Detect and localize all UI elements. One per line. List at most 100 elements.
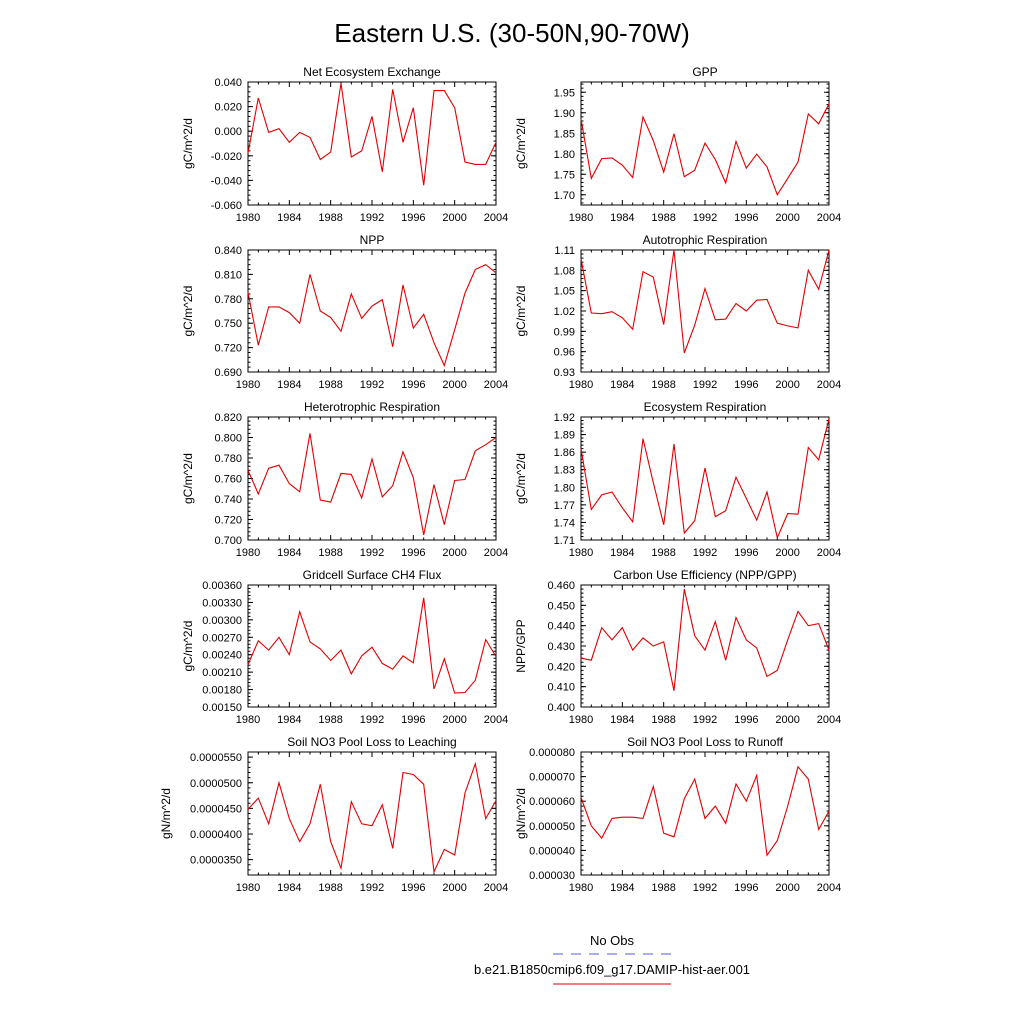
- x-tick-label: 1996: [734, 714, 758, 726]
- y-tick-label: 1.71: [554, 535, 575, 547]
- y-tick-label: 0.00330: [202, 597, 242, 609]
- x-tick-label: 2004: [484, 379, 508, 391]
- panel-soil-no3-pool-loss-to-runoff: Soil NO3 Pool Loss to Runoff 1980 1984 1988…: [514, 735, 841, 894]
- y-tick-label: 0.720: [214, 343, 242, 355]
- x-tick-label: 1992: [693, 379, 717, 391]
- y-axis-label: gN/m^2/d: [514, 788, 528, 839]
- y-tick-label: 0.740: [214, 494, 242, 506]
- x-tick-label: 2004: [817, 882, 841, 894]
- x-tick-label: 1996: [401, 714, 425, 726]
- y-tick-label: 1.75: [554, 169, 575, 181]
- y-axis-label: NPP/GPP: [514, 619, 528, 672]
- y-tick-label: 1.89: [554, 430, 575, 442]
- x-tick-label: 1988: [651, 212, 675, 224]
- series-line: [580, 418, 830, 540]
- y-tick-label: 0.93: [554, 367, 575, 379]
- x-tick-label: 1996: [401, 547, 425, 559]
- x-tick-label: 2000: [775, 547, 799, 559]
- y-tick-label: -0.020: [211, 151, 242, 163]
- y-axis-label: gC/m^2/d: [181, 621, 195, 672]
- x-tick-label: 1980: [236, 882, 260, 894]
- panel-title: Net Ecosystem Exchange: [303, 65, 441, 79]
- x-tick-label: 1980: [569, 714, 593, 726]
- x-tick-label: 1984: [610, 882, 634, 894]
- panel-title: NPP: [360, 233, 385, 247]
- series-line: [247, 83, 497, 186]
- x-tick-label: 1980: [236, 714, 260, 726]
- series-line: [247, 761, 497, 874]
- x-tick-label: 1988: [651, 547, 675, 559]
- series-line: [580, 588, 830, 691]
- panel-net-ecosystem-exchange: Net Ecosystem Exchange 1980 1984 1988 1992 19…: [181, 65, 508, 224]
- x-tick-label: 1980: [236, 379, 260, 391]
- series-line: [580, 765, 830, 857]
- y-tick-label: 0.410: [547, 682, 575, 694]
- series-line: [247, 597, 497, 694]
- x-tick-label: 2004: [817, 547, 841, 559]
- y-tick-label: 0.690: [214, 367, 242, 379]
- x-tick-label: 1980: [569, 547, 593, 559]
- x-tick-label: 1992: [693, 547, 717, 559]
- y-tick-label: 0.020: [214, 102, 242, 114]
- x-tick-label: 2000: [442, 547, 466, 559]
- y-axis-label: gC/m^2/d: [514, 118, 528, 169]
- panel-title: Soil NO3 Pool Loss to Runoff: [627, 735, 784, 749]
- x-tick-label: 1992: [693, 882, 717, 894]
- y-tick-label: 0.0000500: [190, 778, 242, 790]
- y-tick-label: 0.000: [214, 126, 242, 138]
- y-tick-label: 0.780: [214, 294, 242, 306]
- y-tick-label: 1.92: [554, 412, 575, 424]
- y-tick-label: 0.430: [547, 641, 575, 653]
- y-tick-label: 0.800: [214, 433, 242, 445]
- y-tick-label: 0.000040: [529, 845, 575, 857]
- y-tick-label: 0.00270: [202, 632, 242, 644]
- y-tick-label: 1.02: [554, 306, 575, 318]
- y-tick-label: 0.700: [214, 535, 242, 547]
- x-tick-label: 2000: [775, 882, 799, 894]
- panel-title: Carbon Use Efficiency (NPP/GPP): [613, 568, 796, 582]
- x-tick-label: 1984: [610, 212, 634, 224]
- x-tick-label: 2004: [817, 714, 841, 726]
- x-tick-label: 1984: [610, 379, 634, 391]
- x-tick-label: 2000: [775, 714, 799, 726]
- y-tick-label: 0.00150: [202, 702, 242, 714]
- y-axis-label: gC/m^2/d: [514, 286, 528, 337]
- plot-frame: [580, 416, 830, 541]
- x-tick-label: 1992: [360, 882, 384, 894]
- x-tick-label: 1980: [569, 379, 593, 391]
- y-tick-label: 0.000050: [529, 821, 575, 833]
- y-axis-label: gC/m^2/d: [181, 286, 195, 337]
- y-tick-label: 1.08: [554, 265, 575, 277]
- y-tick-label: 1.85: [554, 128, 575, 140]
- x-tick-label: 1988: [651, 882, 675, 894]
- figure-title: Eastern U.S. (30-50N,90-70W): [334, 18, 689, 48]
- panel-soil-no3-pool-loss-to-leaching: Soil NO3 Pool Loss to Leaching 1980 1984 19…: [159, 735, 508, 894]
- y-tick-label: 0.750: [214, 318, 242, 330]
- x-tick-label: 1980: [569, 882, 593, 894]
- x-tick-label: 1984: [277, 714, 301, 726]
- panel-ecosystem-respiration: Ecosystem Respiration 1980 1984 1988 1992 199…: [514, 400, 841, 559]
- x-tick-label: 2004: [484, 212, 508, 224]
- y-tick-label: 0.99: [554, 326, 575, 338]
- y-tick-label: 0.0000550: [190, 752, 242, 764]
- x-tick-label: 1996: [401, 882, 425, 894]
- x-tick-label: 2000: [442, 714, 466, 726]
- y-axis-label: gC/m^2/d: [514, 453, 528, 504]
- panel-title: Autotrophic Respiration: [643, 233, 768, 247]
- x-tick-label: 1984: [610, 714, 634, 726]
- panel-gpp: GPP 1980 1984 1988 1992 1996 2000 2004 1.95 1.90 1…: [514, 65, 841, 224]
- y-tick-label: 0.000080: [529, 747, 575, 759]
- y-tick-label: 0.450: [547, 600, 575, 612]
- plot-frame: [247, 81, 497, 206]
- x-tick-label: 1984: [610, 547, 634, 559]
- y-tick-label: 0.00210: [202, 667, 242, 679]
- y-tick-label: -0.040: [211, 175, 242, 187]
- x-tick-label: 1996: [401, 212, 425, 224]
- panel-title: Soil NO3 Pool Loss to Leaching: [287, 735, 456, 749]
- x-tick-label: 1992: [360, 547, 384, 559]
- panel-carbon-use-efficiency-npp-gpp: Carbon Use Efficiency (NPP/GPP) 1980 1984 1…: [514, 568, 841, 726]
- x-tick-label: 1996: [734, 212, 758, 224]
- y-tick-label: 1.11: [554, 245, 575, 257]
- x-tick-label: 1984: [277, 882, 301, 894]
- plot-frame: [247, 416, 497, 541]
